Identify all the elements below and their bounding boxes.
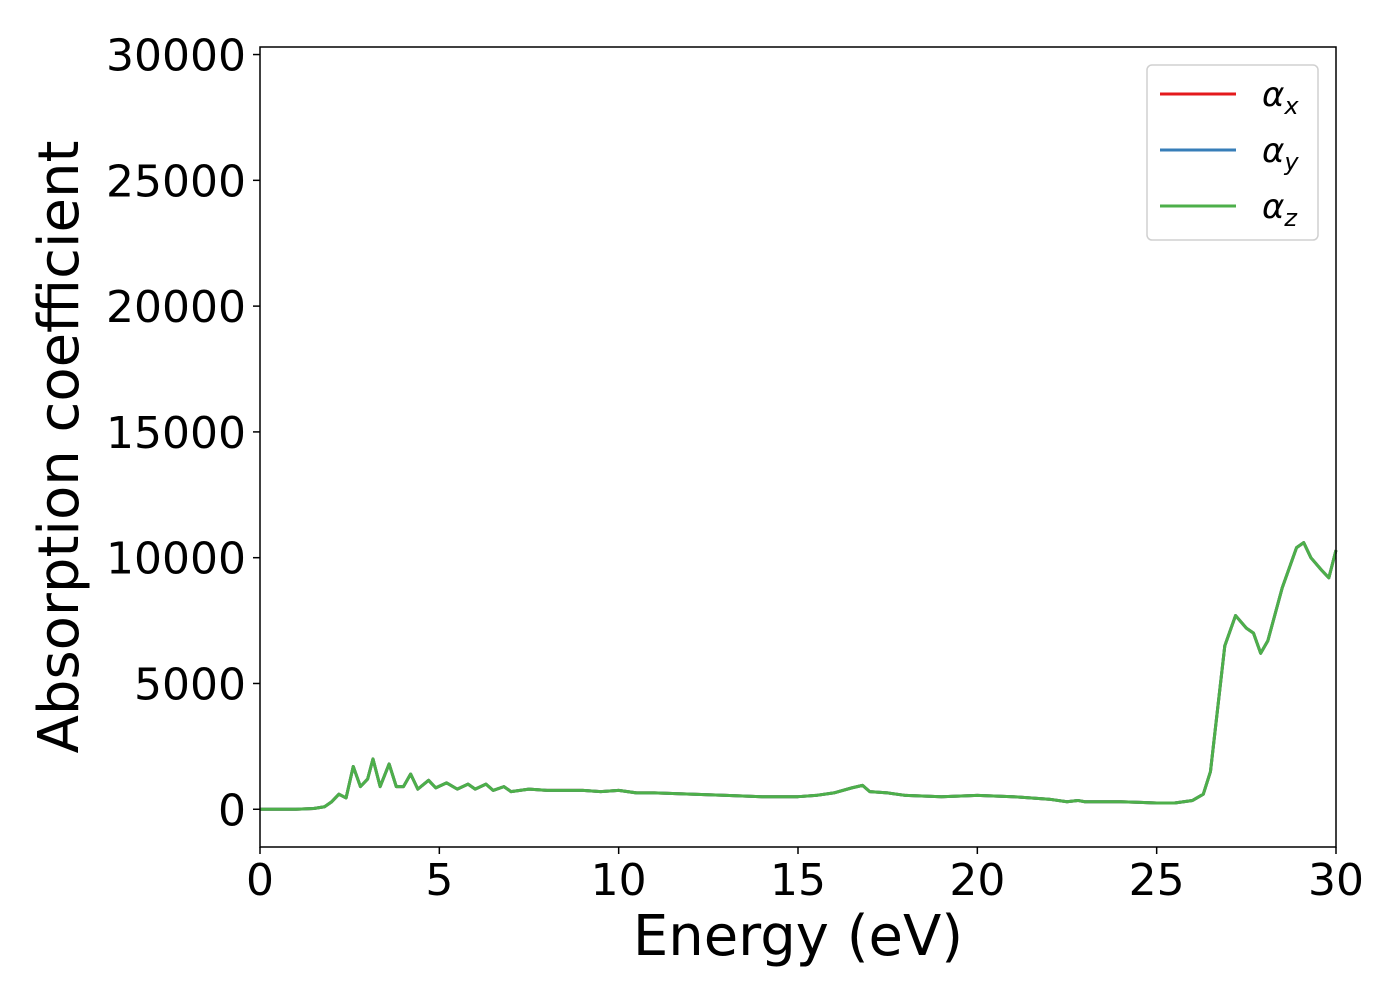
y-tick-label: 15000	[106, 408, 246, 459]
data-line	[260, 541, 1338, 811]
y-tick-label: 10000	[106, 534, 246, 585]
legend-label: αz	[1262, 187, 1298, 232]
y-tick-label: 20000	[106, 282, 246, 333]
data-line	[260, 541, 1338, 811]
x-axis-label: Energy (eV)	[633, 904, 963, 969]
data-line	[260, 541, 1338, 811]
x-tick-label: 0	[246, 855, 274, 906]
y-tick-label: 25000	[106, 156, 246, 207]
y-tick-label: 30000	[106, 31, 246, 82]
y-tick-label: 0	[218, 785, 246, 836]
x-tick-label: 30	[1308, 855, 1364, 906]
x-tick-label: 20	[949, 855, 1005, 906]
x-tick-label: 25	[1129, 855, 1185, 906]
x-tick-label: 15	[770, 855, 826, 906]
x-tick-label: 5	[425, 855, 453, 906]
x-tick-label: 10	[591, 855, 647, 906]
plot-frame	[259, 46, 1337, 848]
y-axis-label: Absorption coefficient	[27, 141, 92, 754]
legend-label: αy	[1262, 131, 1299, 176]
y-tick-label: 5000	[134, 659, 246, 710]
legend-label: αx	[1262, 75, 1299, 120]
legend-box	[1146, 64, 1319, 241]
